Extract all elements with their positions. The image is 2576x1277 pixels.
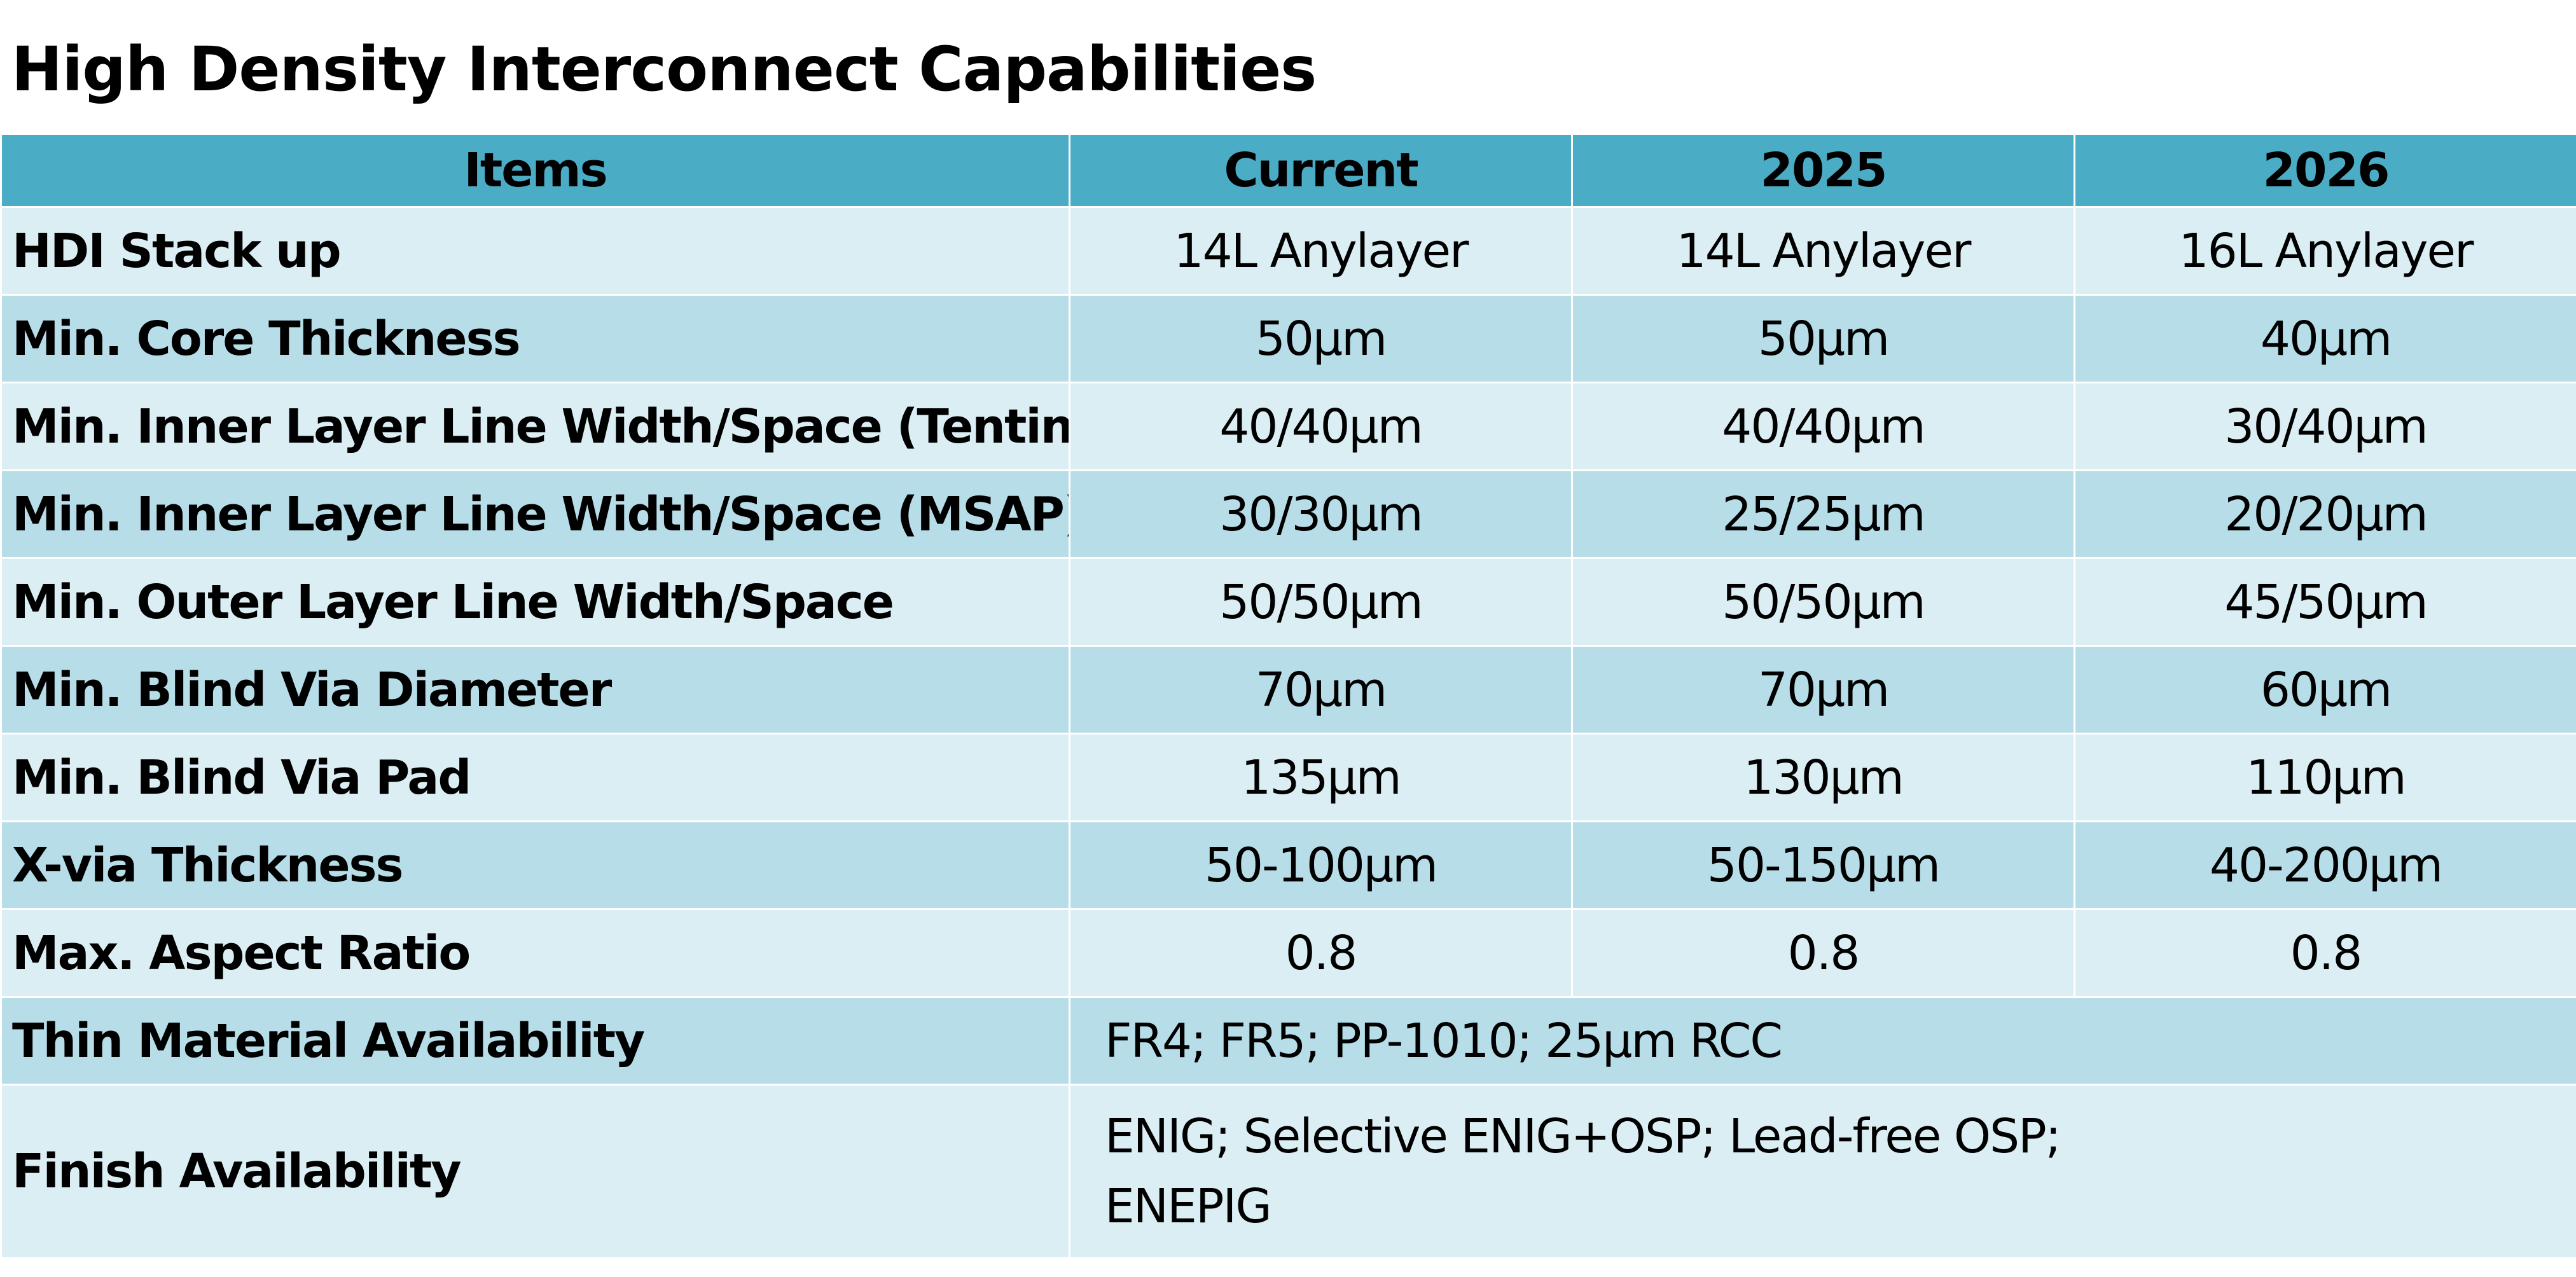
finish-value-line: ENIG; Selective ENIG+OSP; Lead-free OSP; xyxy=(1105,1109,2061,1164)
table-row: Min. Outer Layer Line Width/Space 50/50μ… xyxy=(0,557,2576,647)
table-row: Max. Aspect Ratio 0.8 0.8 0.8 xyxy=(0,908,2576,998)
value-current: 40/40μm xyxy=(1069,382,1573,471)
table-row: Min. Inner Layer Line Width/Space (MSAP)… xyxy=(0,469,2576,559)
table-row: HDI Stack up 14L Anylayer 14L Anylayer 1… xyxy=(0,206,2576,296)
row-label: Min. Blind Via Pad xyxy=(0,733,1070,822)
page-title: High Density Interconnect Capabilities xyxy=(11,34,1317,105)
column-header-2026: 2026 xyxy=(2074,133,2576,208)
value-current: 50μm xyxy=(1069,294,1573,383)
value-current: 50/50μm xyxy=(1069,557,1573,647)
table-row: X-via Thickness 50-100μm 50-150μm 40-200… xyxy=(0,820,2576,910)
thin-material-value: FR4; FR5; PP-1010; 25μm RCC xyxy=(1069,996,2576,1086)
value-2026: 0.8 xyxy=(2074,908,2576,998)
value-2025: 50-150μm xyxy=(1571,820,2075,910)
value-2025: 40/40μm xyxy=(1571,382,2075,471)
row-label: X-via Thickness xyxy=(0,820,1070,910)
column-header-items: Items xyxy=(0,133,1070,208)
capabilities-table: Items Current 2025 2026 HDI Stack up 14L… xyxy=(0,133,2576,1259)
row-label: HDI Stack up xyxy=(0,206,1070,296)
value-2026: 30/40μm xyxy=(2074,382,2576,471)
table-row: Min. Inner Layer Line Width/Space (Tenti… xyxy=(0,382,2576,471)
table-row: Finish Availability ENIG; Selective ENIG… xyxy=(0,1084,2576,1259)
value-2025: 130μm xyxy=(1571,733,2075,822)
finish-value-line: ENEPIG xyxy=(1105,1179,1272,1234)
value-current: 70μm xyxy=(1069,645,1573,735)
value-2026: 45/50μm xyxy=(2074,557,2576,647)
value-2026: 60μm xyxy=(2074,645,2576,735)
table-row: Thin Material Availability FR4; FR5; PP-… xyxy=(0,996,2576,1086)
table-row: Min. Core Thickness 50μm 50μm 40μm xyxy=(0,294,2576,383)
table-row: Min. Blind Via Pad 135μm 130μm 110μm xyxy=(0,733,2576,822)
value-2025: 14L Anylayer xyxy=(1571,206,2075,296)
value-2025: 50/50μm xyxy=(1571,557,2075,647)
table-row: Min. Blind Via Diameter 70μm 70μm 60μm xyxy=(0,645,2576,735)
value-2026: 40-200μm xyxy=(2074,820,2576,910)
value-2025: 25/25μm xyxy=(1571,469,2075,559)
row-label: Min. Blind Via Diameter xyxy=(0,645,1070,735)
value-current: 0.8 xyxy=(1069,908,1573,998)
row-label: Min. Inner Layer Line Width/Space (Tenti… xyxy=(0,382,1070,471)
row-label: Thin Material Availability xyxy=(0,996,1070,1086)
finish-value: ENIG; Selective ENIG+OSP; Lead-free OSP;… xyxy=(1069,1084,2576,1259)
column-header-current: Current xyxy=(1069,133,1573,208)
value-2025: 50μm xyxy=(1571,294,2075,383)
row-label: Max. Aspect Ratio xyxy=(0,908,1070,998)
value-current: 135μm xyxy=(1069,733,1573,822)
value-current: 14L Anylayer xyxy=(1069,206,1573,296)
value-2026: 16L Anylayer xyxy=(2074,206,2576,296)
value-2026: 110μm xyxy=(2074,733,2576,822)
table-header-row: Items Current 2025 2026 xyxy=(0,133,2576,208)
value-2025: 70μm xyxy=(1571,645,2075,735)
row-label: Min. Inner Layer Line Width/Space (MSAP) xyxy=(0,469,1070,559)
value-2026: 40μm xyxy=(2074,294,2576,383)
value-current: 30/30μm xyxy=(1069,469,1573,559)
row-label: Min. Core Thickness xyxy=(0,294,1070,383)
column-header-2025: 2025 xyxy=(1571,133,2075,208)
row-label: Finish Availability xyxy=(0,1084,1070,1259)
value-2026: 20/20μm xyxy=(2074,469,2576,559)
value-2025: 0.8 xyxy=(1571,908,2075,998)
value-current: 50-100μm xyxy=(1069,820,1573,910)
row-label: Min. Outer Layer Line Width/Space xyxy=(0,557,1070,647)
